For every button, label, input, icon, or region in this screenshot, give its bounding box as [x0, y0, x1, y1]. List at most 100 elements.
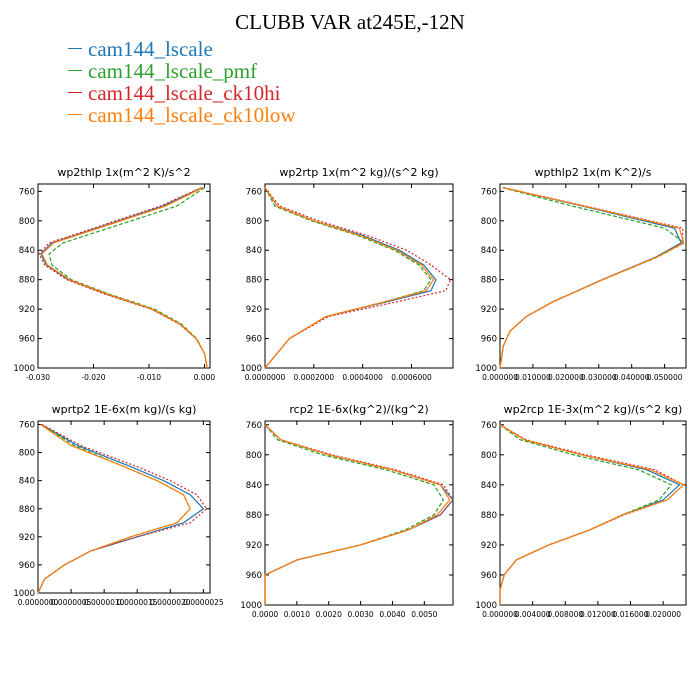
y-tick-label: 800 [481, 217, 497, 227]
figure-title: CLUBB VAR at245E,-12N [235, 10, 465, 34]
legend-entry: cam144_lscale_pmf [68, 60, 296, 82]
chart-panel: wp2rtp 1x(m^2 kg)/(s^2 kg) 760 800 840 880 92… [240, 166, 454, 382]
series-line-3 [38, 187, 208, 369]
y-tick-label: 800 [19, 217, 35, 227]
plot-frame [37, 183, 211, 369]
series-line-3 [499, 424, 685, 605]
y-tick-label: 840 [481, 481, 497, 491]
series-line-1 [499, 187, 682, 369]
y-tick-label: 960 [19, 335, 35, 345]
series-line-4 [264, 187, 435, 369]
series-line-4 [499, 424, 685, 605]
chart-panel: wp2thlp 1x(m^2 K)/s^2 760 800 840 880 920 960 1… [13, 166, 215, 382]
x-tick-label: 0.004000 [515, 610, 551, 619]
y-tick-label: 920 [246, 541, 262, 551]
y-tick-label: 920 [481, 305, 497, 315]
series-line-2 [499, 424, 673, 605]
plot-frame [37, 420, 211, 594]
series-line-3 [264, 187, 452, 369]
series-line-3 [499, 187, 684, 369]
legend-label: cam144_lscale [88, 37, 213, 61]
x-tick-label: 0.0000010 [84, 598, 125, 607]
series-line-1 [264, 424, 454, 605]
y-tick-label: 880 [246, 511, 262, 521]
x-tick-label: 0.016000 [613, 610, 649, 619]
y-tick-label: 800 [481, 451, 497, 461]
y-tick-label: 880 [481, 276, 497, 286]
legend-swatch [68, 91, 82, 93]
y-tick-label: 880 [481, 511, 497, 521]
x-tick-label: 0.020000 [548, 373, 584, 382]
legend-swatch [68, 47, 82, 49]
y-tick-label: 920 [19, 533, 35, 543]
legend-label: cam144_lscale_pmf [88, 59, 258, 83]
y-tick-label: 840 [246, 246, 262, 256]
plot-frame [499, 420, 687, 606]
x-tick-label: 0.0004000 [342, 373, 383, 382]
plot-frame [264, 183, 454, 369]
x-tick-label: -0.030 [26, 373, 50, 382]
y-tick-label: 840 [246, 481, 262, 491]
y-tick-label: 960 [481, 571, 497, 581]
x-tick-label: 0.0030 [347, 610, 373, 619]
x-tick-label: 0.0000020 [150, 598, 191, 607]
series-line-4 [264, 424, 451, 605]
legend-entry: cam144_lscale_ck10hi [68, 82, 296, 104]
x-tick-label: 0.0000015 [117, 598, 158, 607]
series-line-4 [37, 424, 191, 594]
y-tick-label: 920 [246, 305, 262, 315]
y-tick-label: 880 [246, 276, 262, 286]
legend-label: cam144_lscale_ck10hi [88, 81, 281, 105]
y-tick-label: 960 [19, 561, 35, 571]
plot-frame [499, 183, 687, 369]
x-tick-label: 0.0002000 [294, 373, 335, 382]
legend-label: cam144_lscale_ck10low [88, 103, 296, 127]
y-tick-label: 760 [481, 187, 497, 197]
x-tick-label: 0.0000 [252, 610, 278, 619]
x-tick-label: 0.010000 [515, 373, 551, 382]
y-tick-label: 840 [19, 477, 35, 487]
chart-title: rcp2 1E-6x(kg^2)/(kg^2) [289, 403, 428, 416]
y-tick-label: 960 [246, 335, 262, 345]
x-tick-label: 0.0000000 [18, 598, 59, 607]
x-tick-label: 0.000 [194, 373, 216, 382]
series-line-1 [499, 424, 681, 605]
y-tick-label: 840 [481, 246, 497, 256]
x-tick-label: 0.0040 [379, 610, 405, 619]
y-tick-label: 800 [246, 451, 262, 461]
legend-swatch [68, 69, 82, 71]
x-tick-label: 0.0000000 [245, 373, 286, 382]
chart-title: wprtp2 1E-6x(m kg)/(s kg) [52, 403, 197, 416]
chart-title: wpthlp2 1x(m K^2)/s [535, 166, 652, 179]
y-tick-label: 1000 [240, 364, 262, 374]
series-line-4 [41, 187, 208, 369]
y-tick-label: 880 [19, 276, 35, 286]
x-tick-label: 0.020000 [645, 610, 681, 619]
x-tick-label: 0.040000 [614, 373, 650, 382]
series-line-2 [264, 187, 432, 369]
y-tick-label: 880 [19, 505, 35, 515]
series-line-3 [37, 423, 208, 594]
y-tick-label: 760 [246, 421, 262, 431]
y-tick-label: 760 [246, 187, 262, 197]
y-tick-label: 760 [481, 421, 497, 431]
series-line-2 [499, 187, 686, 369]
y-tick-label: 800 [19, 449, 35, 459]
y-tick-label: 840 [19, 246, 35, 256]
y-tick-label: 760 [19, 187, 35, 197]
x-tick-label: 0.0000025 [183, 598, 224, 607]
series-line-4 [499, 187, 685, 369]
x-tick-label: 0.0020 [316, 610, 342, 619]
chart-panel: wp2rcp 1E-3x(m^2 kg)/(s^2 kg) 760 800 840 88… [475, 403, 687, 619]
x-tick-label: -0.020 [81, 373, 105, 382]
x-tick-label: 0.000000 [482, 610, 518, 619]
y-tick-label: 760 [19, 421, 35, 431]
y-tick-label: 1000 [13, 589, 35, 599]
y-tick-label: 800 [246, 217, 262, 227]
y-tick-label: 1000 [475, 364, 497, 374]
series-line-1 [264, 187, 437, 369]
legend-entry: cam144_lscale [68, 38, 296, 60]
x-tick-label: 0.050000 [647, 373, 683, 382]
y-tick-label: 1000 [13, 364, 35, 374]
